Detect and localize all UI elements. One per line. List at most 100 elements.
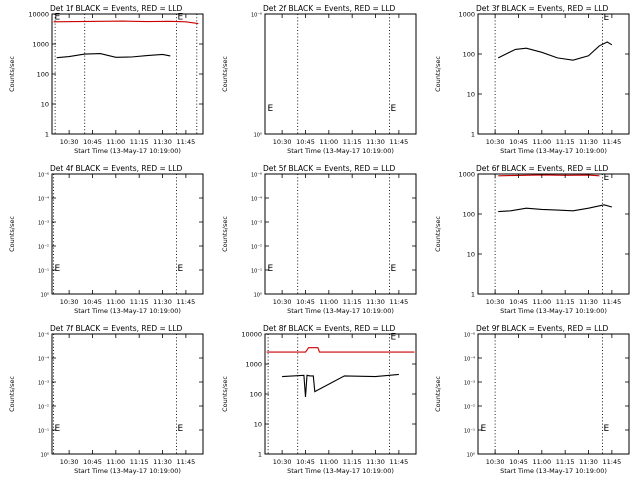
marker-label: E bbox=[55, 12, 61, 22]
y-tick-label: 10 bbox=[467, 91, 475, 99]
marker-label: E bbox=[391, 104, 397, 114]
events-series-line bbox=[498, 204, 613, 213]
x-tick-label: 10:45 bbox=[83, 458, 102, 466]
x-tick-label: 11:15 bbox=[343, 458, 362, 466]
y-tick-label: 10⁻³ bbox=[251, 221, 262, 227]
x-axis-label: Start Time (13-May-17 10:19:00) bbox=[74, 147, 181, 155]
chart-title: Det 1f BLACK = Events, RED = LLD bbox=[50, 4, 183, 13]
y-tick-label: 1 bbox=[471, 131, 475, 139]
y-tick-label: 10⁻⁶ bbox=[38, 333, 49, 339]
chart-panel-7: Det 7f BLACK = Events, RED = LLD E E 10:30 1… bbox=[8, 324, 204, 475]
x-tick-label: 10:30 bbox=[60, 138, 79, 146]
events-series-line bbox=[497, 41, 613, 61]
plot-frame bbox=[477, 173, 630, 295]
x-tick-label: 11:45 bbox=[603, 138, 622, 146]
x-tick-label: 10:30 bbox=[486, 138, 505, 146]
y-tick-label: 10⁻³ bbox=[38, 221, 49, 227]
plot-frame bbox=[264, 173, 417, 295]
x-tick-label: 11:30 bbox=[153, 298, 172, 306]
x-tick-label: 11:00 bbox=[106, 138, 125, 146]
x-tick-label: 11:15 bbox=[343, 138, 362, 146]
x-tick-label: 11:45 bbox=[390, 298, 409, 306]
y-tick-label: 10⁻¹ bbox=[38, 429, 49, 435]
x-axis-label: Start Time (13-May-17 10:19:00) bbox=[287, 307, 394, 315]
chart-panel-2: Det 2f BLACK = Events, RED = LLD E E 10:30 1… bbox=[221, 4, 417, 155]
marker-label: E bbox=[481, 424, 487, 434]
y-tick-label: 10⁻⁶ bbox=[251, 13, 262, 19]
x-tick-label: 11:00 bbox=[319, 138, 338, 146]
x-tick-label: 10:45 bbox=[296, 298, 315, 306]
y-tick-label: 10⁰ bbox=[254, 293, 262, 299]
plot-frame bbox=[477, 13, 630, 135]
chart-panel-9: Det 9f BLACK = Events, RED = LLD E E 10:30 1… bbox=[434, 324, 630, 475]
x-tick-label: 11:00 bbox=[106, 458, 125, 466]
y-tick-label: 10⁻¹ bbox=[251, 269, 262, 275]
x-tick-label: 11:45 bbox=[603, 458, 622, 466]
events-series-line bbox=[282, 373, 399, 397]
y-tick-label: 10⁻⁶ bbox=[251, 173, 262, 179]
marker-label: E bbox=[178, 264, 184, 274]
chart-title: Det 3f BLACK = Events, RED = LLD bbox=[476, 4, 609, 13]
x-tick-label: 11:45 bbox=[390, 138, 409, 146]
y-tick-label: 10⁻² bbox=[38, 245, 49, 251]
y-tick-label: 10⁻² bbox=[38, 405, 49, 411]
x-tick-label: 11:15 bbox=[556, 298, 575, 306]
y-axis-label: Counts/sec bbox=[434, 56, 442, 92]
x-axis-label: Start Time (13-May-17 10:19:00) bbox=[287, 467, 394, 475]
x-tick-label: 11:00 bbox=[319, 458, 338, 466]
y-tick-label: 10⁻⁶ bbox=[38, 173, 49, 179]
y-tick-label: 10⁰ bbox=[467, 453, 475, 459]
x-tick-label: 10:45 bbox=[509, 458, 528, 466]
y-tick-label: 1000 bbox=[458, 11, 475, 19]
chart-title: Det 6f BLACK = Events, RED = LLD bbox=[476, 164, 609, 173]
x-tick-label: 10:30 bbox=[273, 138, 292, 146]
y-axis-label: Counts/sec bbox=[8, 216, 16, 252]
y-tick-label: 10⁰ bbox=[41, 293, 49, 299]
y-tick-label: 10 bbox=[467, 251, 475, 259]
x-tick-label: 10:30 bbox=[273, 458, 292, 466]
y-tick-label: 10⁻² bbox=[464, 405, 475, 411]
marker-label: E bbox=[604, 173, 610, 183]
y-axis-label: Counts/sec bbox=[8, 56, 16, 92]
lld-series-line bbox=[53, 20, 199, 25]
y-tick-label: 10⁰ bbox=[41, 453, 49, 459]
y-tick-label: 10⁻⁴ bbox=[464, 357, 475, 363]
y-tick-label: 10⁻⁶ bbox=[464, 333, 475, 339]
x-tick-label: 10:45 bbox=[296, 458, 315, 466]
marker-label: E bbox=[268, 264, 274, 274]
chart-title: Det 2f BLACK = Events, RED = LLD bbox=[263, 4, 396, 13]
x-tick-label: 11:30 bbox=[579, 458, 598, 466]
marker-label: E bbox=[391, 264, 397, 274]
x-tick-label: 10:45 bbox=[509, 138, 528, 146]
marker-label: E bbox=[604, 424, 610, 434]
plot-frame bbox=[51, 13, 204, 135]
y-axis-label: Counts/sec bbox=[221, 376, 229, 412]
y-tick-label: 100 bbox=[37, 71, 49, 79]
plot-frame bbox=[477, 333, 630, 455]
x-tick-label: 10:45 bbox=[83, 298, 102, 306]
y-tick-label: 10⁻¹ bbox=[464, 429, 475, 435]
y-tick-label: 10⁻¹ bbox=[38, 269, 49, 275]
x-tick-label: 11:30 bbox=[579, 138, 598, 146]
marker-label: E bbox=[268, 104, 274, 114]
x-tick-label: 11:30 bbox=[579, 298, 598, 306]
x-axis-label: Start Time (13-May-17 10:19:00) bbox=[287, 147, 394, 155]
y-tick-label: 10⁻⁴ bbox=[38, 197, 49, 203]
x-tick-label: 11:15 bbox=[556, 138, 575, 146]
x-tick-label: 11:45 bbox=[390, 458, 409, 466]
x-tick-label: 11:00 bbox=[532, 458, 551, 466]
y-axis-label: Counts/sec bbox=[221, 56, 229, 92]
marker-label: E bbox=[178, 12, 184, 22]
chart-title: Det 5f BLACK = Events, RED = LLD bbox=[263, 164, 396, 173]
y-tick-label: 10⁻³ bbox=[38, 381, 49, 387]
marker-label: E bbox=[55, 424, 61, 434]
x-tick-label: 10:45 bbox=[296, 138, 315, 146]
x-tick-label: 11:45 bbox=[177, 458, 196, 466]
chart-panel-5: Det 5f BLACK = Events, RED = LLD E E 10:30 1… bbox=[221, 164, 417, 315]
y-tick-label: 1 bbox=[258, 451, 262, 459]
